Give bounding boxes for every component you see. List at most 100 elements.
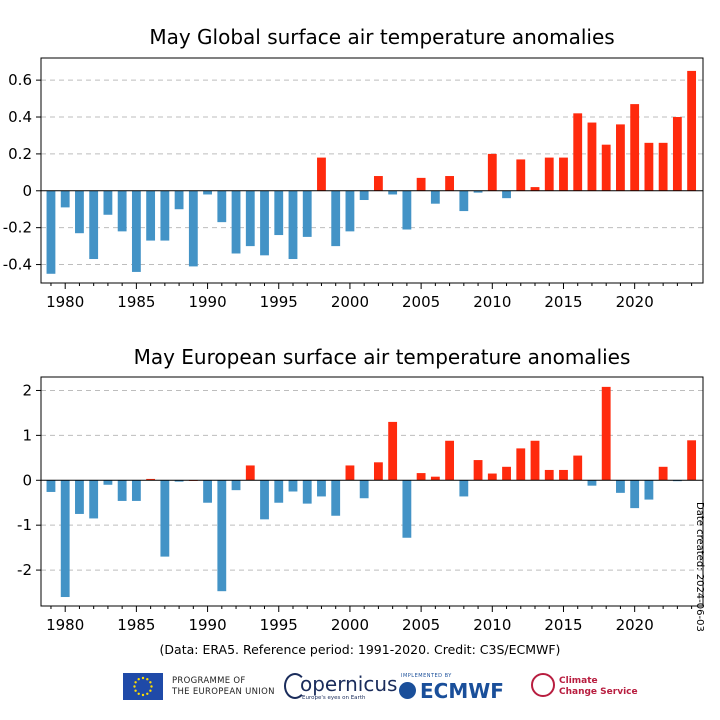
y-tick-label: 0.2	[8, 145, 32, 163]
bar-2004	[402, 190, 412, 230]
bar-2018	[601, 144, 611, 191]
bar-2012	[516, 448, 526, 481]
bar-2002	[373, 462, 383, 481]
x-tick-label: 2005	[402, 616, 440, 634]
bar-1994	[260, 480, 269, 520]
x-tick-label: 2000	[331, 293, 369, 311]
bar-1995	[274, 480, 284, 503]
bar-1987	[160, 480, 170, 557]
x-tick-label: 1995	[260, 293, 298, 311]
bar-1990	[203, 480, 212, 503]
ecmwf-logo-text: ECMWF	[420, 679, 504, 703]
bar-2008	[459, 190, 469, 212]
bar-2014	[544, 469, 554, 481]
bar-2022	[658, 466, 668, 481]
bar-1996	[288, 190, 298, 260]
bar-1993	[245, 190, 255, 247]
bar-1982	[89, 480, 99, 519]
ecmwf-implemented-label: IMPLEMENTED BY	[401, 673, 452, 679]
bar-1981	[75, 190, 84, 234]
bar-1999	[331, 190, 341, 247]
plot-frame	[40, 57, 704, 284]
y-tick-label: -1	[17, 516, 32, 534]
bar-2003	[388, 190, 398, 195]
bar-1993	[245, 465, 255, 481]
y-tick-label: -0.4	[3, 256, 32, 274]
x-tick-label: 1980	[46, 616, 84, 634]
bar-2010	[487, 473, 497, 481]
bar-2007	[445, 440, 455, 481]
bar-2017	[587, 480, 597, 486]
y-tick-label: 2	[22, 381, 32, 399]
bar-1996	[288, 480, 298, 492]
bar-2019	[616, 480, 625, 493]
bar-2008	[459, 480, 469, 497]
bar-2019	[616, 124, 625, 191]
y-tick-label: 0.4	[8, 108, 32, 126]
bar-1992	[231, 480, 241, 491]
c3s-logo-icon	[531, 673, 555, 697]
x-tick-label: 2015	[544, 616, 582, 634]
x-tick-label: 1985	[117, 616, 155, 634]
y-tick-label: -2	[17, 561, 32, 579]
bar-1998	[317, 480, 326, 497]
bar-2000	[345, 190, 355, 232]
data-credit-text: (Data: ERA5. Reference period: 1991-2020…	[159, 642, 561, 657]
bar-1986	[146, 478, 156, 481]
y-tick-label: -0.2	[3, 219, 32, 237]
bar-1985	[131, 480, 141, 501]
eu-line-1: PROGRAMME OF	[172, 676, 246, 686]
x-tick-label: 2015	[544, 293, 582, 311]
bar-1979	[46, 190, 56, 274]
bar-1997	[302, 190, 312, 237]
bar-2006	[430, 476, 440, 481]
copernicus-logo-text: opernicus	[300, 672, 398, 696]
bar-2015	[559, 157, 568, 191]
bar-2006	[430, 190, 440, 204]
bar-2023	[672, 117, 682, 191]
bar-2002	[373, 176, 383, 191]
bar-1987	[160, 190, 170, 241]
x-tick-label: 1995	[260, 616, 298, 634]
bar-1984	[117, 480, 127, 501]
x-tick-label: 2005	[402, 293, 440, 311]
y-tick-label: 0	[22, 182, 32, 200]
bar-1988	[174, 480, 184, 482]
bar-1982	[89, 190, 99, 260]
chart-title: May European surface air temperature ano…	[134, 345, 631, 369]
bar-2001	[359, 480, 369, 499]
bar-2011	[502, 466, 511, 481]
bar-2000	[345, 465, 355, 481]
c3s-logo-text: Climate Change Service	[559, 676, 638, 698]
bar-2010	[487, 153, 497, 191]
bar-2018	[601, 386, 611, 481]
eu-line-2: THE EUROPEAN UNION	[172, 687, 275, 697]
global-chart: May Global surface air temperature anoma…	[3, 25, 704, 311]
bar-2005	[416, 473, 426, 481]
x-tick-label: 1990	[188, 293, 226, 311]
bar-1983	[103, 480, 113, 485]
bar-1991	[217, 190, 227, 223]
bar-1981	[75, 480, 84, 514]
bar-2007	[445, 176, 455, 191]
bar-1997	[302, 480, 312, 504]
bar-2014	[544, 157, 554, 191]
bar-2009	[473, 190, 483, 193]
bar-1992	[231, 190, 241, 254]
y-tick-label: 0	[22, 471, 32, 489]
bar-1990	[203, 190, 212, 195]
charts-svg: May Global surface air temperature anoma…	[3, 25, 704, 634]
x-tick-label: 1990	[188, 616, 226, 634]
bar-1983	[103, 190, 113, 215]
bar-1989	[188, 190, 198, 267]
bar-2012	[516, 159, 526, 191]
bar-1995	[274, 190, 284, 236]
eu-flag-icon	[123, 673, 163, 700]
bar-2021	[644, 480, 654, 500]
bar-2024	[687, 70, 697, 191]
bar-2015	[559, 469, 568, 481]
bar-2020	[630, 104, 640, 191]
copernicus-logo-icon	[284, 673, 306, 699]
x-tick-label: 2020	[616, 293, 654, 311]
